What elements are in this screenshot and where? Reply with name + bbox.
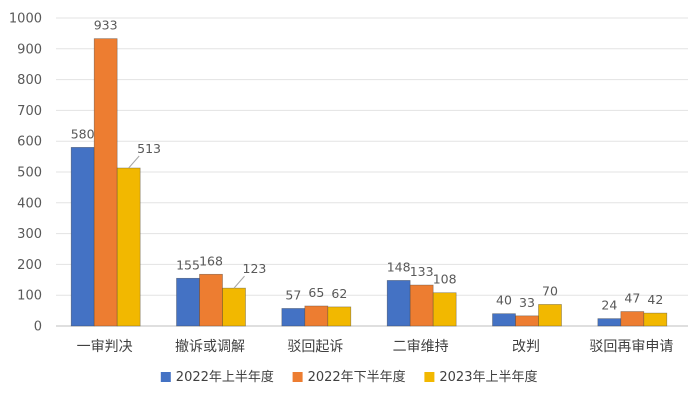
data-label: 580 [71, 126, 95, 141]
data-label: 148 [387, 259, 411, 274]
data-label: 168 [199, 253, 223, 268]
data-label: 108 [433, 272, 457, 287]
data-label: 42 [647, 292, 663, 307]
y-tick-label: 600 [17, 135, 42, 150]
data-label: 65 [308, 285, 324, 300]
bar [93, 38, 118, 327]
x-tick-label: 一审判决 [77, 339, 133, 355]
y-tick-label: 300 [17, 227, 42, 242]
data-label-leader-line [128, 155, 140, 169]
bar [222, 287, 246, 327]
data-label: 47 [624, 291, 640, 306]
y-tick-label: 900 [17, 42, 42, 57]
y-tick-label: 400 [17, 196, 42, 211]
data-label: 62 [331, 286, 347, 301]
x-tick-label: 驳回再审申请 [589, 339, 673, 355]
bar [643, 312, 668, 327]
data-label: 123 [243, 261, 267, 276]
bar [70, 147, 95, 327]
bar [538, 304, 562, 327]
legend-swatch [160, 372, 171, 382]
y-tick-label: 200 [17, 258, 42, 273]
bar [116, 167, 141, 327]
bar [620, 311, 645, 327]
data-label: 57 [285, 287, 301, 302]
data-label: 513 [137, 141, 161, 156]
bar [515, 315, 539, 327]
x-tick-label: 改判 [512, 339, 540, 355]
data-label: 133 [410, 264, 434, 279]
legend-swatch [292, 372, 303, 382]
legend-label: 2022年下半年度 [308, 369, 406, 385]
bar [492, 313, 516, 327]
y-tick-label: 700 [17, 104, 42, 119]
data-label: 33 [519, 295, 535, 310]
data-label: 40 [496, 293, 512, 308]
x-tick-label: 二审维持 [393, 339, 449, 355]
bar [199, 273, 223, 327]
bar [386, 280, 411, 327]
y-tick-label: 500 [17, 166, 42, 181]
bar [409, 284, 434, 327]
data-label: 24 [601, 298, 617, 313]
legend-label: 2023年上半年度 [439, 369, 537, 385]
bar [597, 318, 622, 327]
bar [281, 308, 306, 327]
legend-label: 2022年上半年度 [176, 369, 274, 385]
y-tick-label: 100 [17, 289, 42, 304]
data-label: 155 [176, 257, 200, 272]
x-tick-label: 撤诉或调解 [175, 339, 245, 355]
data-label: 933 [94, 18, 118, 33]
y-tick-label: 0 [34, 320, 42, 335]
y-tick-label: 800 [17, 73, 42, 88]
data-label: 70 [542, 283, 558, 298]
bar [176, 277, 200, 327]
bar [327, 306, 352, 327]
y-tick-label: 1000 [9, 12, 42, 27]
bar [304, 305, 329, 327]
x-tick-label: 驳回起诉 [287, 339, 343, 355]
bar [432, 292, 457, 327]
legend-swatch [424, 372, 435, 382]
data-label-leader-line [233, 275, 245, 289]
